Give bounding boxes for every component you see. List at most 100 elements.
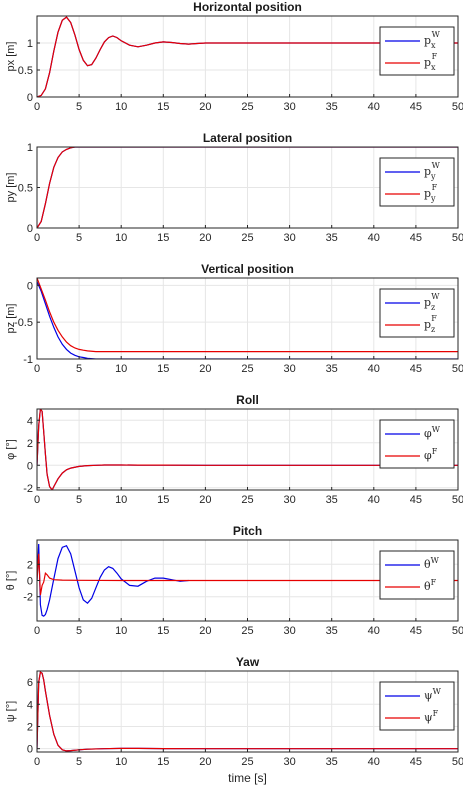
x-tick-label: 25 <box>241 756 253 768</box>
x-tick-label: 15 <box>157 494 169 506</box>
y-axis-label: py [m] <box>5 173 17 203</box>
subplot-title: Roll <box>236 393 259 407</box>
legend-entry-W: φW <box>424 425 441 440</box>
x-tick-label: 40 <box>368 625 380 637</box>
x-tick-label: 15 <box>157 625 169 637</box>
x-tick-label: 40 <box>368 232 380 244</box>
series-line-F <box>37 553 458 596</box>
x-tick-label: 15 <box>157 232 169 244</box>
x-tick-label: 40 <box>368 101 380 113</box>
x-tick-label: 5 <box>76 625 82 637</box>
x-tick-label: 30 <box>283 756 295 768</box>
y-tick-label: 0.5 <box>18 65 33 77</box>
y-tick-label: 2 <box>27 438 33 450</box>
x-tick-label: 50 <box>452 101 463 113</box>
x-tick-label: 20 <box>199 756 211 768</box>
x-tick-label: 25 <box>241 363 253 375</box>
y-tick-label: -1 <box>23 354 33 366</box>
x-tick-label: 30 <box>283 232 295 244</box>
x-tick-label: 25 <box>241 625 253 637</box>
x-tick-label: 50 <box>452 232 463 244</box>
x-tick-label: 30 <box>283 494 295 506</box>
y-tick-label: 0 <box>27 92 33 104</box>
legend: pyW pyF <box>379 157 455 207</box>
subplot-title: Horizontal position <box>193 0 302 14</box>
x-tick-label: 30 <box>283 363 295 375</box>
x-tick-label: 15 <box>157 101 169 113</box>
legend: ψW ψF <box>379 681 455 731</box>
series-line-W <box>37 281 458 359</box>
legend-box <box>379 26 455 76</box>
legend-entry-F: ψF <box>424 709 439 724</box>
y-axis-label: φ [°] <box>5 439 17 460</box>
x-tick-label: 20 <box>199 494 211 506</box>
x-tick-label: 15 <box>157 756 169 768</box>
subplot-title: Vertical position <box>201 262 294 276</box>
y-tick-label: 0.5 <box>18 183 33 195</box>
x-tick-label: 10 <box>115 101 127 113</box>
y-tick-label: 0 <box>27 223 33 235</box>
legend-entry-W: pxW <box>424 30 441 50</box>
x-tick-label: 35 <box>326 101 338 113</box>
y-tick-label: 0 <box>27 460 33 472</box>
x-tick-label: 40 <box>368 494 380 506</box>
x-tick-label: 0 <box>34 363 40 375</box>
legend-entry-F: pzF <box>424 314 437 334</box>
x-tick-label: 30 <box>283 625 295 637</box>
x-tick-label: 0 <box>34 101 40 113</box>
y-tick-label: 4 <box>27 415 33 427</box>
x-tick-label: 10 <box>115 625 127 637</box>
x-tick-label: 45 <box>410 494 422 506</box>
x-tick-label: 20 <box>199 363 211 375</box>
legend: φW φF <box>379 419 455 469</box>
subplot-5: 0 5 10 15 20 25 30 35 40 45 50 -2 0 2 Pitch θ [°] θW θF <box>5 524 463 637</box>
y-axis-label: ψ [°] <box>5 701 17 722</box>
y-tick-label: -2 <box>23 483 33 495</box>
x-tick-label: 0 <box>34 625 40 637</box>
legend-box <box>379 157 455 207</box>
y-axis-label: θ [°] <box>5 571 17 591</box>
legend-entry-W: θW <box>424 556 440 571</box>
series-line-F <box>37 16 458 97</box>
x-tick-label: 50 <box>452 494 463 506</box>
legend-box <box>379 681 455 731</box>
series-line-F <box>37 409 458 490</box>
y-tick-label: 1 <box>27 142 33 154</box>
y-tick-label: -0.5 <box>14 317 33 329</box>
x-tick-label: 50 <box>452 756 463 768</box>
legend: θW θF <box>379 550 455 600</box>
x-tick-label: 5 <box>76 232 82 244</box>
x-tick-label: 45 <box>410 232 422 244</box>
x-tick-label: 35 <box>326 756 338 768</box>
legend-entry-F: θF <box>424 578 437 593</box>
x-tick-label: 15 <box>157 363 169 375</box>
x-tick-label: 40 <box>368 756 380 768</box>
series-line-F <box>37 278 458 353</box>
x-tick-label: 5 <box>76 363 82 375</box>
legend-entry-F: pxF <box>424 52 438 72</box>
x-tick-label: 45 <box>410 756 422 768</box>
x-tick-label: 20 <box>199 101 211 113</box>
legend-entry-F: φF <box>424 447 438 462</box>
x-tick-label: 35 <box>326 363 338 375</box>
x-tick-label: 25 <box>241 232 253 244</box>
x-tick-label: 5 <box>76 101 82 113</box>
x-tick-label: 20 <box>199 625 211 637</box>
x-tick-label: 45 <box>410 363 422 375</box>
x-tick-label: 5 <box>76 756 82 768</box>
y-tick-label: 0 <box>27 280 33 292</box>
subplot-6: 0 5 10 15 20 25 30 35 40 45 50 0 2 4 6 Yaw ψ [°] ψW ψF <box>5 655 463 768</box>
x-tick-label: 35 <box>326 625 338 637</box>
x-tick-label: 30 <box>283 101 295 113</box>
x-tick-label: 0 <box>34 232 40 244</box>
y-tick-label: 4 <box>27 699 33 711</box>
y-tick-label: 2 <box>27 559 33 571</box>
x-tick-label: 0 <box>34 494 40 506</box>
legend-entry-W: pyW <box>424 161 441 181</box>
legend-entry-W: pzW <box>424 292 440 312</box>
subplot-title: Pitch <box>233 524 262 538</box>
x-tick-label: 50 <box>452 363 463 375</box>
x-tick-label: 5 <box>76 494 82 506</box>
